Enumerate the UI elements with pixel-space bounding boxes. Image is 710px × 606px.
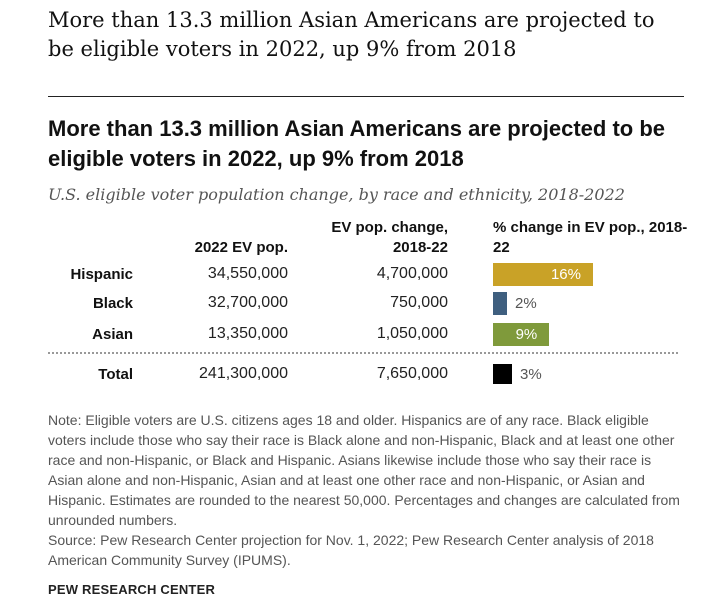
- ev-pop-black: 32,700,000: [207, 294, 288, 311]
- column-header-pct-change: % change in EV pop., 2018-22: [493, 219, 688, 256]
- headline-divider: [48, 96, 684, 97]
- note-text: Note: Eligible voters are U.S. citizens …: [48, 412, 680, 528]
- ev-change-black: 750,000: [390, 294, 448, 311]
- row-label-asian: Asian: [92, 326, 133, 343]
- brand-label: PEW RESEARCH CENTER: [48, 582, 216, 597]
- column-header-ev-pop: 2022 EV pop.: [194, 239, 288, 256]
- pct-bar-black: [493, 292, 507, 315]
- pct-bar-hispanic: [493, 263, 593, 286]
- ev-change-total: 7,650,000: [376, 365, 448, 382]
- pct-label-asian: 9%: [515, 326, 538, 343]
- chart-subtitle: U.S. eligible voter population change, b…: [48, 185, 625, 204]
- ev-change-hispanic: 4,700,000: [376, 265, 448, 282]
- pct-label-hispanic: 16%: [550, 266, 581, 283]
- pct-label-total: 3%: [520, 366, 542, 383]
- pct-label-black: 2%: [515, 295, 537, 312]
- ev-pop-total: 241,300,000: [199, 365, 288, 382]
- ev-pop-hispanic: 34,550,000: [207, 265, 288, 282]
- total-divider: [48, 352, 678, 354]
- column-header-ev-change: EV pop. change, 2018-22: [331, 219, 448, 256]
- page-headline: More than 13.3 million Asian Americans a…: [48, 8, 655, 61]
- pct-bar-total: [493, 364, 512, 384]
- ev-change-asian: 1,050,000: [376, 325, 448, 342]
- row-label-black: Black: [92, 295, 133, 312]
- pct-bar-asian: [493, 323, 550, 346]
- ev-pop-asian: 13,350,000: [207, 325, 288, 342]
- chart-title: More than 13.3 million Asian Americans a…: [48, 116, 665, 171]
- row-label-total: Total: [98, 366, 133, 383]
- row-label-hispanic: Hispanic: [70, 266, 133, 283]
- source-text: Source: Pew Research Center projection f…: [48, 532, 654, 568]
